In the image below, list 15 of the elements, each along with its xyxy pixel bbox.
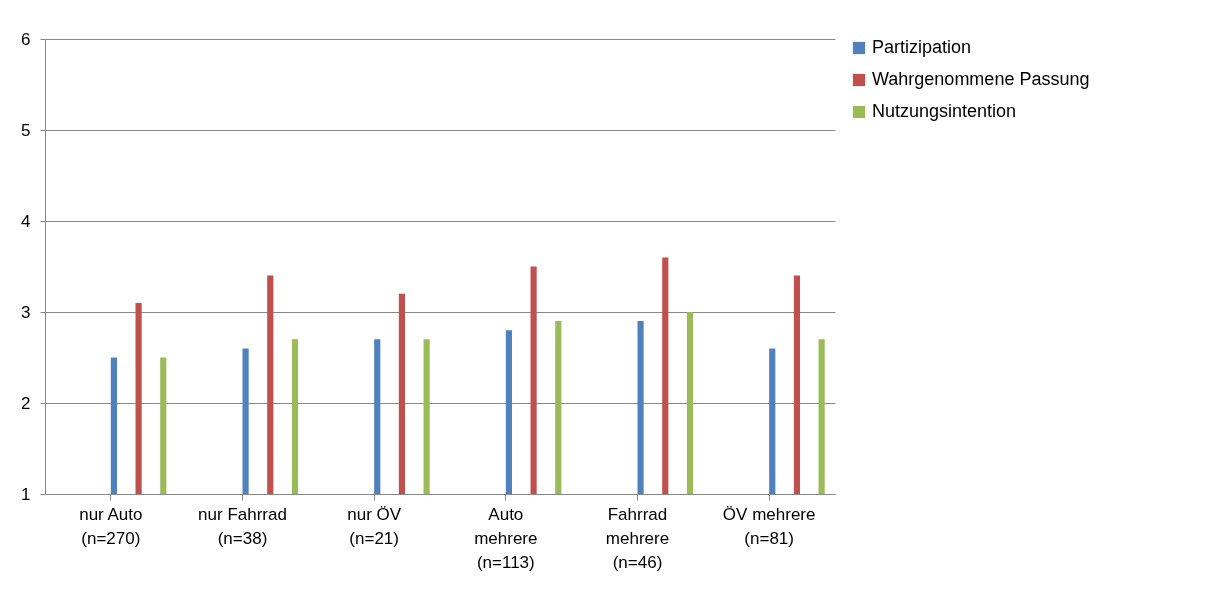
y-tick-label: 6	[21, 29, 31, 49]
x-tick-label: ÖV mehrere (n=81)	[722, 504, 816, 548]
y-tick-label: 2	[21, 393, 31, 413]
y-tick-label: 1	[21, 484, 31, 504]
legend-label: Nutzungsintention	[872, 101, 1017, 121]
x-tick-label: Auto mehrere (n=113)	[474, 504, 538, 572]
x-tick-label: nur ÖV (n=21)	[347, 504, 402, 548]
y-tick-label: 3	[21, 302, 31, 322]
y-tick-label: 4	[21, 211, 31, 231]
legend-label: Partizipation	[872, 37, 972, 57]
y-tick-label: 5	[21, 120, 31, 140]
x-tick-label: Fahrrad mehrere (n=46)	[605, 504, 670, 572]
x-tick-label: nur Fahrrad (n=38)	[198, 504, 287, 548]
legend-label: Wahrgenommene Passung	[872, 69, 1090, 89]
x-tick-label: nur Auto (n=270)	[79, 504, 143, 548]
